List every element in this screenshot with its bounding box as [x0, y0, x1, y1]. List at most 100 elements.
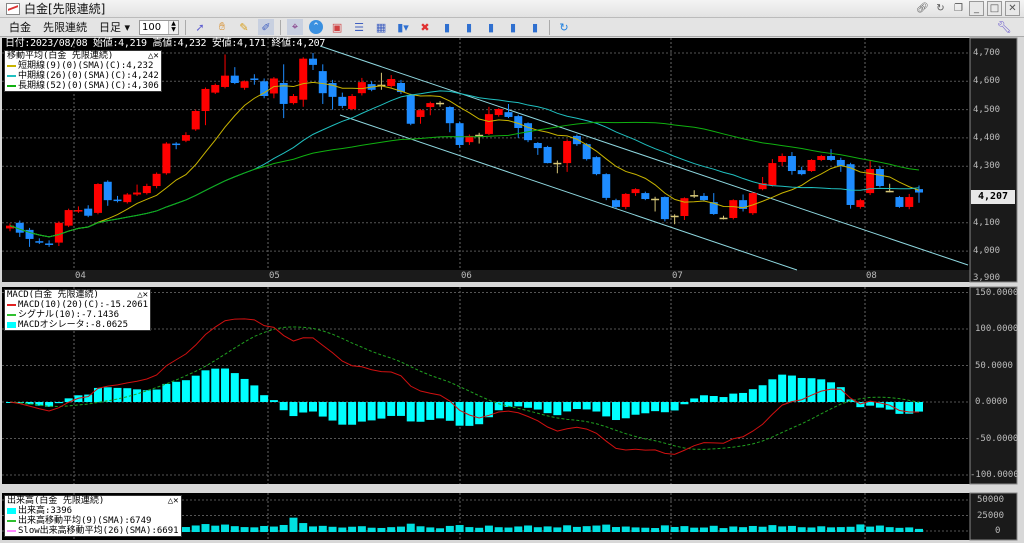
crosshair-icon[interactable]: ⌖	[287, 19, 304, 35]
reload-icon[interactable]: ↻	[559, 20, 569, 34]
candle-body	[768, 163, 777, 186]
candle-body	[729, 200, 738, 218]
indicator-2-icon[interactable]: ▮	[466, 20, 473, 34]
chart-settings-icon[interactable]: ▣	[331, 20, 343, 34]
volume-bar	[709, 525, 718, 532]
oscillator-bar	[543, 402, 552, 414]
indicator-5-icon[interactable]: ▮	[532, 20, 539, 34]
oscillator-bar	[660, 402, 669, 413]
candle-body	[152, 173, 161, 187]
minimize-button[interactable]: _	[969, 1, 984, 16]
refresh-icon[interactable]: ↻	[936, 3, 945, 14]
maximize-button[interactable]: □	[987, 1, 1002, 16]
legend-controls-icon[interactable]: △✕	[137, 290, 149, 300]
oscillator-bar	[885, 402, 894, 410]
candle-body	[396, 82, 405, 93]
macd-swatch	[7, 304, 16, 306]
bar-count-input[interactable]	[140, 20, 169, 34]
oscillator-bar	[563, 402, 572, 412]
volume-bar	[465, 527, 474, 532]
macd-legend[interactable]: MACD(白金 先限連続) △✕ MACD(10)(20)(C):-15.2061…	[4, 289, 152, 331]
oscillator-bar	[807, 378, 816, 402]
candle-body	[74, 210, 83, 212]
volume-bar	[367, 527, 376, 532]
volume-bar	[240, 527, 249, 532]
candle-body	[54, 222, 63, 243]
macd-tick-label: 0.0000	[975, 397, 1008, 407]
volume-bar	[494, 527, 503, 532]
oscillator-bar	[54, 402, 63, 404]
oscillator-bar	[866, 402, 875, 406]
candle-body	[221, 75, 230, 87]
period-dropdown[interactable]: 日足 ▾	[99, 21, 131, 34]
candle-body	[15, 222, 24, 233]
volume-bar	[514, 526, 523, 532]
volume-bar	[748, 525, 757, 532]
candle-body	[338, 96, 347, 106]
bar-count-stepper[interactable]: ▲▼	[139, 19, 180, 35]
legend-item: 中期線(26)(0)(SMA)(C):4,242	[18, 71, 159, 81]
bar-chart-dropdown-icon[interactable]: ▮▾	[397, 20, 409, 34]
oscillator-bar	[25, 402, 34, 405]
horizontal-grid-icon[interactable]: ☰	[354, 20, 364, 34]
price-legend[interactable]: 移動平均(白金 先限連続) △✕ 短期線(9)(0)(SMA)(C):4,232 …	[4, 50, 162, 92]
candle-body	[406, 94, 415, 124]
candle-body	[445, 107, 454, 124]
volume-bar	[416, 526, 425, 532]
legend-item: MACD(10)(20)(C):-15.2061	[18, 300, 149, 310]
volume-legend[interactable]: 出来高(白金 先限連続) △✕ 出来高:3396 出来高移動平均(9)(SMA):…	[4, 495, 182, 537]
legend-controls-icon[interactable]: △✕	[167, 496, 179, 506]
cursor-icon[interactable]: ➚	[195, 20, 205, 34]
copy-window-icon[interactable]: ❐	[954, 3, 963, 14]
oscillator-bar	[778, 374, 787, 402]
volume-tick-label: 0	[995, 526, 1001, 536]
close-button[interactable]: ✕	[1005, 1, 1020, 16]
volume-bar	[211, 525, 220, 532]
oscillator-bar	[905, 402, 914, 414]
wrench-icon[interactable]: 🔧︎	[996, 20, 1012, 34]
oscillator-bar	[201, 370, 210, 402]
legend-item: 短期線(9)(0)(SMA)(C):4,232	[18, 61, 154, 71]
volume-bar	[396, 526, 405, 532]
divider	[549, 19, 551, 35]
candle-body	[475, 134, 484, 137]
candle-body	[836, 159, 845, 166]
delete-indicator-icon[interactable]: ✖	[420, 20, 430, 34]
oscillator-bar	[553, 402, 562, 416]
candle-body	[35, 241, 44, 243]
macd-line	[9, 318, 920, 455]
contract-selector[interactable]: 先限連続	[43, 21, 87, 34]
candle-body	[533, 142, 542, 149]
indicator-1-icon[interactable]: ▮	[444, 20, 451, 34]
volume-bar	[455, 525, 464, 532]
candle-body	[915, 189, 923, 193]
price-tick-label: 4,700	[973, 48, 1001, 58]
commodity-selector[interactable]: 白金	[9, 21, 31, 34]
indicator-3-icon[interactable]: ▮	[488, 20, 495, 34]
draw-line-icon[interactable]: ✐	[258, 19, 275, 35]
volume-bar	[846, 526, 855, 532]
stepper-arrows[interactable]: ▲ ▼	[168, 20, 179, 34]
trendline-lower[interactable]	[339, 114, 798, 271]
volume-bar	[406, 523, 415, 532]
candle-body	[651, 198, 660, 201]
link-icon[interactable]: 🔗︎	[916, 3, 929, 14]
pencil-icon[interactable]: ✎	[239, 20, 249, 34]
candle-body	[709, 202, 718, 215]
date-tick-label: 06	[461, 271, 472, 281]
grid-icon[interactable]: ▦	[375, 20, 387, 34]
trendline-upper[interactable]	[319, 45, 969, 266]
oscillator-bar	[836, 387, 845, 402]
candle-body	[6, 225, 14, 229]
oscillator-bar	[787, 375, 796, 402]
indicator-4-icon[interactable]: ▮	[510, 20, 517, 34]
volume-bar	[680, 526, 689, 532]
auto-icon[interactable]: ⌃	[309, 20, 324, 34]
oscillator-bar	[748, 389, 757, 402]
oscillator-bar	[709, 396, 718, 402]
legend-controls-icon[interactable]: △✕	[147, 51, 159, 61]
candles	[6, 53, 923, 247]
hand-icon[interactable]: ✋︎	[218, 20, 226, 33]
oscillator-bar	[572, 402, 581, 410]
